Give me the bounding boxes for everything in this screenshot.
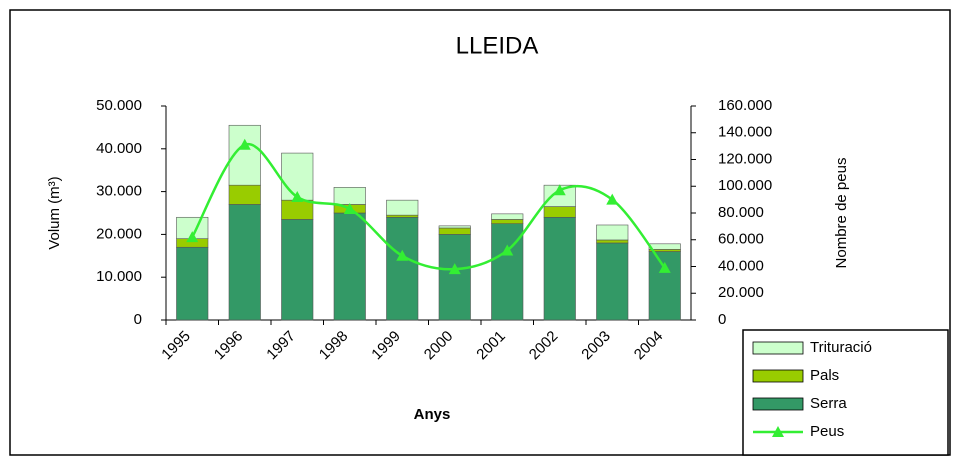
bar: [281, 219, 314, 321]
yticks-tick-label: 40.000: [96, 140, 142, 157]
y2ticks-tick-label: 20.000: [718, 284, 764, 301]
y2ticks-tick-label: 160.000: [718, 97, 772, 114]
bar: [648, 251, 681, 321]
bar: [438, 225, 471, 229]
bar: [543, 206, 576, 218]
y2ticks-tick-label: 60.000: [718, 231, 764, 248]
legend-label: Pals: [810, 367, 839, 384]
bar: [438, 227, 471, 235]
bar: [491, 213, 524, 220]
bar: [543, 216, 576, 321]
marker: [238, 138, 251, 150]
bar: [596, 239, 629, 244]
x-axis-label: Anys: [414, 406, 451, 423]
marker: [448, 263, 461, 275]
y2ticks-tick-label: 80.000: [718, 204, 764, 221]
bar: [176, 246, 209, 321]
line: [191, 143, 666, 271]
marker: [396, 249, 409, 261]
bar: [333, 212, 366, 321]
legend-swatch: [752, 369, 804, 383]
legend-swatch: [752, 397, 804, 411]
bar: [386, 216, 419, 321]
bar: [281, 199, 314, 220]
bar: [333, 187, 366, 205]
marker: [553, 184, 566, 196]
y2ticks-tick-label: 40.000: [718, 257, 764, 274]
bar: [596, 224, 629, 241]
y2ticks-tick-label: 120.000: [718, 150, 772, 167]
yticks-tick-label: 30.000: [96, 183, 142, 200]
y-axis-label: Volum (m³): [46, 176, 63, 249]
bar: [228, 184, 261, 205]
bar: [438, 234, 471, 321]
yticks-tick-label: 10.000: [96, 268, 142, 285]
bar: [596, 242, 629, 321]
legend-marker: [772, 426, 784, 437]
y2ticks-tick-label: 100.000: [718, 177, 772, 194]
yticks-tick-label: 0: [134, 311, 142, 328]
bar: [386, 199, 419, 216]
yticks-tick-label: 20.000: [96, 225, 142, 242]
marker: [501, 244, 514, 256]
marker: [291, 190, 304, 202]
marker: [186, 231, 199, 243]
yticks-tick-label: 50.000: [96, 97, 142, 114]
bar: [386, 214, 419, 218]
bar: [228, 204, 261, 321]
y2-axis-label: Nombre de peus: [833, 158, 850, 269]
y2ticks-tick-label: 0: [718, 311, 726, 328]
marker: [343, 202, 356, 214]
marker: [606, 193, 619, 205]
y2ticks-tick-label: 140.000: [718, 124, 772, 141]
legend-swatch: [752, 341, 804, 355]
bar: [491, 219, 524, 224]
chart-title: LLEIDA: [456, 32, 539, 59]
legend-label: Peus: [810, 423, 844, 440]
legend-label: Serra: [810, 395, 847, 412]
legend-label: Trituració: [810, 339, 872, 356]
marker: [658, 261, 671, 273]
bar: [648, 243, 681, 250]
